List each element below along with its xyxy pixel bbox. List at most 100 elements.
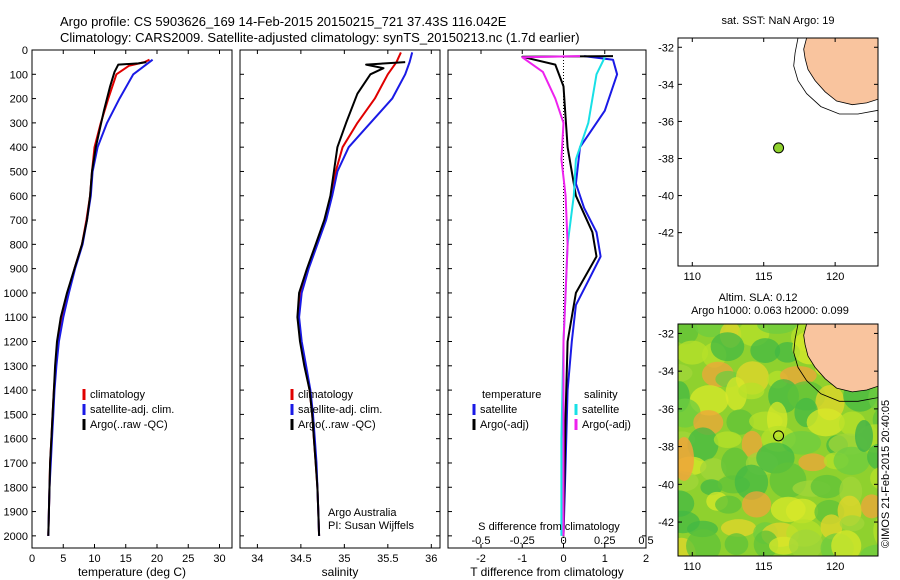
depth-tick-label: 200 — [10, 94, 28, 106]
sla-blob — [734, 464, 769, 500]
s-diff-tick-label: 0.5 — [638, 535, 653, 547]
salinity-xlabel: salinity — [322, 565, 359, 579]
map_sla-lon-label: 115 — [755, 561, 773, 573]
sst-location-map: 110 115 120 -32 -34 -36 -38 -40 -42 sat. SST: NaN… — [658, 15, 879, 283]
depth-tick-label: 400 — [10, 142, 28, 154]
sla-blob — [839, 515, 865, 532]
difference-series-satellite — [562, 55, 619, 536]
map_sst-lon-label: 115 — [755, 271, 773, 283]
s-diff-tick-label: 0.25 — [594, 535, 615, 547]
sla-map-subtitle: Argo h1000: 0.063 h2000: 0.099 — [691, 305, 849, 317]
difference-series-sal_satellite — [560, 56, 606, 536]
sla-blob — [725, 376, 747, 411]
salinity-profile-plot: 34 34.5 35 35.5 36 salinity climatology satelli… — [239, 49, 441, 579]
sla-blob — [678, 324, 699, 345]
depth-tick-label: 1300 — [4, 361, 28, 373]
s-diff-tick-label: 0 — [560, 535, 566, 547]
difference-xtick-label: 2 — [643, 553, 649, 565]
s-diff-axis-label: S difference from climatology — [478, 521, 620, 533]
difference-profile-plot: -2 -1 0 1 2 T difference from climatology -0.5… — [447, 49, 654, 579]
salinity-legend-label: climatology — [298, 389, 354, 401]
sla-blob — [710, 332, 745, 362]
temperature-axes-frame — [31, 49, 233, 549]
map_sla-lat-label: -42 — [658, 517, 674, 529]
t-legend-label: temperature — [482, 389, 541, 401]
sla-blob — [785, 498, 819, 524]
depth-tick-label: 800 — [10, 239, 28, 251]
temperature-xtick-label: 0 — [29, 553, 35, 565]
temperature-xlabel: temperature (deg C) — [78, 565, 186, 579]
sla-blob — [855, 420, 873, 452]
temperature-xtick-label: 30 — [213, 553, 225, 565]
sla-blob — [738, 382, 765, 400]
sla-blob — [788, 529, 823, 556]
map_sla-lat-label: -38 — [658, 442, 674, 454]
sla-blob — [831, 530, 862, 556]
salinity-xtick-label: 35 — [338, 553, 350, 565]
map_sla-lat-label: -36 — [658, 404, 674, 416]
salinity-xtick-label: 35.5 — [377, 553, 398, 565]
map_sla-lat-label: -32 — [658, 328, 674, 340]
t-legend-label: Argo(-adj) — [480, 419, 529, 431]
sla-blob — [782, 430, 822, 455]
difference-series-sal_argo — [521, 55, 581, 536]
sla-blob — [686, 529, 721, 556]
sla-blob — [860, 544, 878, 556]
temperature-xtick-label: 20 — [151, 553, 163, 565]
depth-tick-label: 600 — [10, 191, 28, 203]
argo-australia-annotation: Argo Australia — [328, 507, 397, 519]
sla-blob — [867, 443, 878, 470]
argo-australia-annotation: PI: Susan Wijffels — [328, 520, 414, 532]
sla-blob — [870, 467, 878, 489]
salinity-legend-label: Argo(..raw -QC) — [298, 419, 376, 431]
depth-tick-label: 2000 — [4, 531, 28, 543]
sla-blob — [726, 409, 754, 435]
sla-blob — [713, 431, 742, 448]
sla-blob — [678, 364, 693, 382]
sla-map-title: Altim. SLA: 0.12 — [719, 292, 798, 304]
temperature-xtick-label: 25 — [182, 553, 194, 565]
sla-blob — [700, 458, 727, 481]
imos-credit-text: ©IMOS 21-Feb-2015 20:40:05 — [880, 400, 892, 548]
sla-blob — [868, 382, 878, 413]
t-legend-label: satellite — [480, 404, 517, 416]
depth-tick-label: 1100 — [4, 312, 28, 324]
s-legend-label: satellite — [582, 404, 619, 416]
depth-tick-label: 1800 — [4, 482, 28, 494]
depth-tick-label: 1900 — [4, 507, 28, 519]
sla-blob — [687, 427, 719, 462]
temperature-legend-label: satellite-adj. clim. — [90, 404, 174, 416]
figure-title-line2: Climatology: CARS2009. Satellite-adjuste… — [60, 30, 580, 45]
depth-tick-label: 500 — [10, 166, 28, 178]
depth-tick-label: 1000 — [4, 288, 28, 300]
depth-tick-label: 900 — [10, 264, 28, 276]
map_sst-frame — [677, 37, 879, 267]
s-legend-label: Argo(-adj) — [582, 419, 631, 431]
sla-blob — [678, 437, 694, 481]
sla-blob — [720, 519, 757, 537]
temperature-xtick-label: 10 — [88, 553, 100, 565]
depth-tick-label: 0 — [22, 45, 28, 57]
map_sla-lon-label: 110 — [684, 561, 702, 573]
map_sst-lat-label: -38 — [658, 153, 674, 165]
depth-tick-label: 700 — [10, 215, 28, 227]
salinity-legend-label: satellite-adj. clim. — [298, 404, 382, 416]
s-legend-label: salinity — [584, 389, 618, 401]
difference-series-argo — [521, 55, 614, 536]
temperature-xtick-label: 5 — [60, 553, 66, 565]
difference-axes-frame — [447, 49, 647, 549]
sla-blob — [678, 340, 709, 365]
sla-blob — [678, 490, 695, 517]
salinity-xtick-label: 34.5 — [290, 553, 311, 565]
depth-tick-label: 300 — [10, 118, 28, 130]
depth-tick-label: 1400 — [4, 385, 28, 397]
depth-tick-label: 1500 — [4, 409, 28, 421]
s-diff-tick-label: -0.25 — [510, 535, 535, 547]
sst-map-title: sat. SST: NaN Argo: 19 — [721, 15, 834, 27]
shelf-contour — [793, 324, 878, 402]
sla-blob — [741, 491, 772, 518]
argo-float-location-marker — [773, 142, 785, 154]
depth-tick-label: 1600 — [4, 434, 28, 446]
sla-blob — [860, 494, 878, 519]
